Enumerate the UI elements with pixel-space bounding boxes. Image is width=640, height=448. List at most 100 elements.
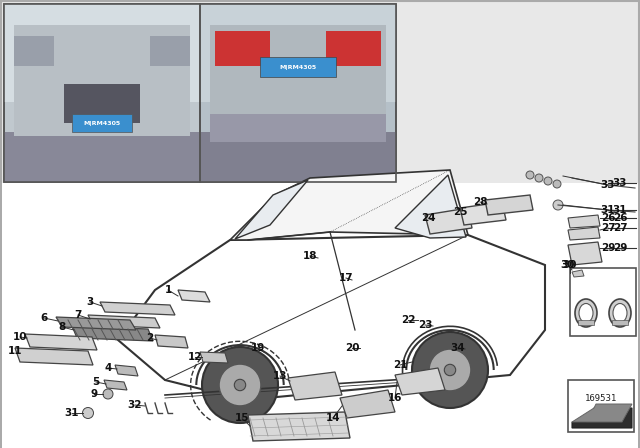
Bar [215,31,270,66]
Polygon shape [568,215,600,228]
Bar [150,36,190,66]
Polygon shape [460,202,506,225]
Polygon shape [572,404,632,422]
Polygon shape [100,302,175,315]
Text: 22: 22 [401,315,415,325]
Bar [200,4,396,182]
Text: 6: 6 [40,313,47,323]
Polygon shape [248,412,350,441]
Text: 4: 4 [104,363,112,373]
Text: 11: 11 [8,346,22,356]
Circle shape [412,332,488,408]
Polygon shape [200,352,228,363]
Circle shape [544,177,552,185]
Polygon shape [568,227,600,240]
Circle shape [553,200,563,210]
Text: 169531: 169531 [585,394,617,403]
Circle shape [219,364,261,406]
Text: 23: 23 [418,320,432,330]
Bar [326,31,381,66]
Polygon shape [25,334,97,350]
Text: 1: 1 [164,285,172,295]
Text: 27: 27 [601,223,615,233]
Text: 19: 19 [251,343,265,353]
Bar [210,26,386,136]
Circle shape [429,349,471,391]
Polygon shape [72,326,153,341]
Text: 12: 12 [188,352,202,362]
Text: 26: 26 [601,213,615,223]
Polygon shape [288,372,342,400]
Polygon shape [178,290,210,302]
Text: 17: 17 [339,273,353,283]
Circle shape [535,174,543,182]
Text: 20: 20 [345,343,359,353]
Text: 16: 16 [388,393,403,403]
Bar [200,4,396,102]
Polygon shape [115,365,138,376]
Text: 5: 5 [92,377,100,387]
Polygon shape [230,170,468,240]
Polygon shape [56,317,136,330]
Circle shape [202,347,278,423]
Bar [210,114,386,142]
Polygon shape [88,315,160,328]
Polygon shape [485,195,533,215]
Circle shape [83,408,93,418]
Text: 31: 31 [612,205,627,215]
Text: 32: 32 [128,400,142,410]
Text: 10: 10 [13,332,28,342]
Polygon shape [340,390,395,418]
Polygon shape [568,242,602,265]
Ellipse shape [613,303,627,323]
Text: 28: 28 [473,197,487,207]
Text: 33: 33 [601,180,615,190]
Bar [4,132,200,182]
Circle shape [526,171,534,179]
Text: 30: 30 [563,260,577,270]
Text: 29: 29 [601,243,615,253]
Polygon shape [104,380,127,390]
Text: 8: 8 [58,322,66,332]
Bar [4,4,200,182]
Text: 7: 7 [74,310,82,320]
Text: 15: 15 [235,413,249,423]
Polygon shape [118,235,545,400]
Text: 33: 33 [612,178,627,188]
Polygon shape [15,348,93,365]
Bar [14,26,190,136]
Text: 31: 31 [65,408,79,418]
Text: 34: 34 [451,343,465,353]
Bar [260,57,336,78]
Bar [612,320,628,325]
Text: 25: 25 [452,207,467,217]
Polygon shape [572,408,632,428]
Polygon shape [425,208,472,234]
Text: 18: 18 [303,251,317,261]
Text: 29: 29 [613,243,627,253]
Ellipse shape [609,299,631,327]
Circle shape [234,379,246,391]
Text: M|RM4305: M|RM4305 [83,121,120,126]
Bar [4,4,200,182]
Text: 24: 24 [420,213,435,223]
Bar [570,268,636,336]
Bar [568,380,634,432]
Bar [72,114,132,132]
Polygon shape [395,368,445,395]
Bar [14,36,54,66]
Text: 27: 27 [612,223,627,233]
Text: 21: 21 [393,360,407,370]
Text: 26: 26 [612,213,627,223]
Polygon shape [395,175,466,238]
Text: 30: 30 [561,260,575,270]
Bar [64,84,140,123]
Ellipse shape [575,299,597,327]
Bar [200,132,396,182]
Bar [2,183,638,448]
Bar [578,320,594,325]
Polygon shape [235,180,308,239]
Circle shape [444,364,456,376]
Text: 13: 13 [273,371,287,381]
Text: 14: 14 [326,413,340,423]
